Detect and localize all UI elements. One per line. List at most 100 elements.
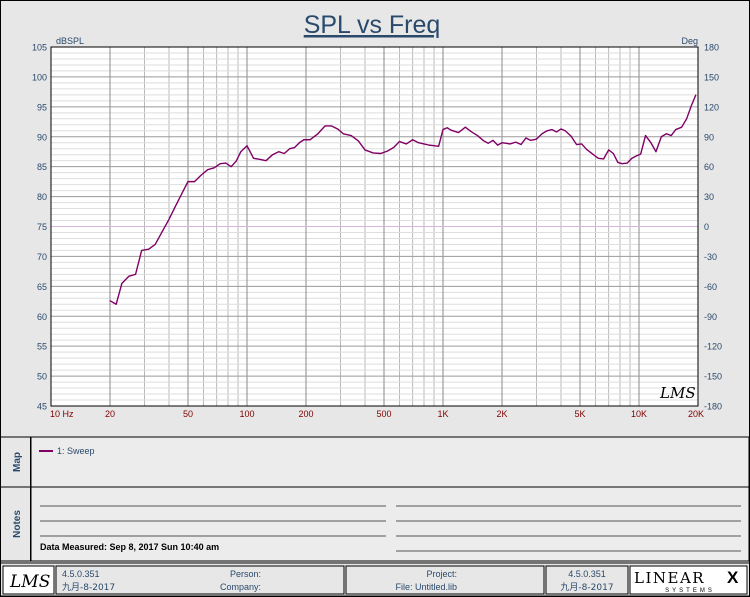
series-0-point-78 (564, 130, 566, 132)
y-right-tick-2: 120 (704, 102, 719, 112)
series-0-point-68 (515, 141, 517, 143)
legend: 1: Sweep (39, 446, 95, 456)
footer-project-label: Project: (426, 569, 457, 579)
series-0-point-79 (570, 135, 572, 137)
y-left-tick-4: 85 (37, 162, 47, 172)
series-0-point-27 (278, 151, 280, 153)
series-0-point-58 (464, 126, 466, 128)
x-tick-3: 100 (239, 409, 254, 419)
series-0-point-41 (364, 149, 366, 151)
x-tick-5: 500 (376, 409, 391, 419)
series-group (109, 94, 697, 305)
series-0-point-4 (135, 273, 137, 275)
series-0-point-87 (612, 153, 614, 154)
x-tick-1: 20 (105, 409, 115, 419)
footer-brand-x: X (727, 568, 739, 587)
notes-panel (30, 486, 750, 562)
series-0-point-52 (433, 145, 435, 147)
y-left-tick-8: 65 (37, 282, 47, 292)
y-right-tick-6: 0 (704, 222, 709, 232)
series-0-point-40 (357, 140, 359, 142)
x-tick-0: 10 Hz (50, 409, 74, 419)
map-panel (30, 436, 750, 488)
series-0-point-15 (207, 169, 209, 171)
footer-project-box (345, 565, 545, 595)
series-0-point-1 (115, 303, 117, 305)
x-tick-8: 5K (574, 409, 585, 419)
y-left-tick-1: 100 (32, 72, 47, 82)
y-left-tick-7: 70 (37, 252, 47, 262)
series-0-point-73 (541, 133, 543, 135)
series-0-point-98 (665, 133, 667, 135)
series-0-point-48 (412, 139, 414, 141)
series-0-point-90 (626, 162, 628, 164)
series-0-point-96 (655, 151, 657, 153)
series-0-point-16 (213, 167, 215, 169)
series-0-point-13 (194, 181, 196, 183)
series-0-point-88 (617, 161, 619, 163)
footer-person-box (55, 565, 345, 595)
series-0-point-8 (161, 230, 163, 232)
y-left-tick-2: 95 (37, 102, 47, 112)
y-left-tick-11: 50 (37, 372, 47, 382)
series-0-point-20 (235, 160, 237, 162)
series-0-point-74 (546, 130, 548, 132)
series-0-point-7 (154, 243, 156, 245)
series-0-point-5 (141, 249, 143, 251)
y-left-tick-6: 75 (37, 222, 47, 232)
series-0-point-82 (586, 148, 588, 150)
series-0-point-104 (695, 94, 697, 96)
series-0-point-23 (253, 157, 255, 159)
series-0-point-53 (438, 145, 440, 147)
y-right-unit-label: Deg (681, 36, 698, 46)
series-0-point-61 (482, 139, 484, 141)
legend-label-0: 1: Sweep (57, 446, 95, 456)
series-0-point-75 (551, 129, 553, 131)
y-right-tick-3: 90 (704, 132, 714, 142)
series-0-point-94 (645, 135, 647, 137)
series-0-point-11 (182, 191, 184, 193)
y-left-tick-0: 105 (32, 43, 47, 53)
y-right-tick-4: 60 (704, 162, 714, 172)
series-0-point-21 (240, 151, 242, 153)
notes-label-box (0, 486, 31, 562)
series-0-point-18 (225, 162, 227, 164)
series-0-point-10 (174, 206, 176, 208)
series-0-point-91 (631, 157, 633, 159)
y-left-tick-5: 80 (37, 192, 47, 202)
series-0-point-34 (317, 133, 319, 135)
footer-version-left: 4.5.0.351 (62, 569, 100, 579)
footer-brand-box (629, 565, 748, 595)
footer-date-right: 九月-8-2017 (560, 582, 613, 593)
series-0-point-83 (592, 153, 594, 155)
series-0-point-32 (303, 139, 305, 141)
series-0-point-0 (109, 300, 111, 302)
series-0-point-55 (446, 127, 448, 129)
y-right-tick-labels: 180 150 120 90 60 30 0 -30 -60 -90 -120 -150 -180 (704, 43, 722, 412)
series-0-point-29 (289, 148, 291, 150)
plot-border (50, 46, 699, 407)
series-0-point-43 (380, 153, 382, 154)
series-0-point-54 (442, 129, 444, 131)
series-0-point-77 (560, 128, 562, 130)
series-0-point-100 (675, 129, 677, 131)
series-0-point-99 (670, 135, 672, 137)
series-0-point-9 (168, 218, 170, 220)
y-left-tick-10: 55 (37, 342, 47, 352)
notes-lines (40, 505, 741, 552)
series-0-point-22 (246, 145, 248, 147)
y-right-tick-11: -150 (704, 372, 722, 382)
series-0-point-50 (423, 143, 425, 145)
x-tick-4: 200 (298, 409, 313, 419)
series-0-point-24 (259, 158, 261, 160)
series-0-point-46 (399, 141, 401, 143)
series-0-point-64 (497, 144, 499, 146)
series-0-point-6 (148, 248, 150, 250)
x-tick-6: 1K (437, 409, 448, 419)
footer-brand-sub: SYSTEMS (665, 588, 715, 594)
series-0-point-89 (621, 163, 623, 165)
y-right-tick-5: 30 (704, 192, 714, 202)
series-0-point-84 (597, 157, 599, 159)
series-0-point-47 (405, 143, 407, 145)
